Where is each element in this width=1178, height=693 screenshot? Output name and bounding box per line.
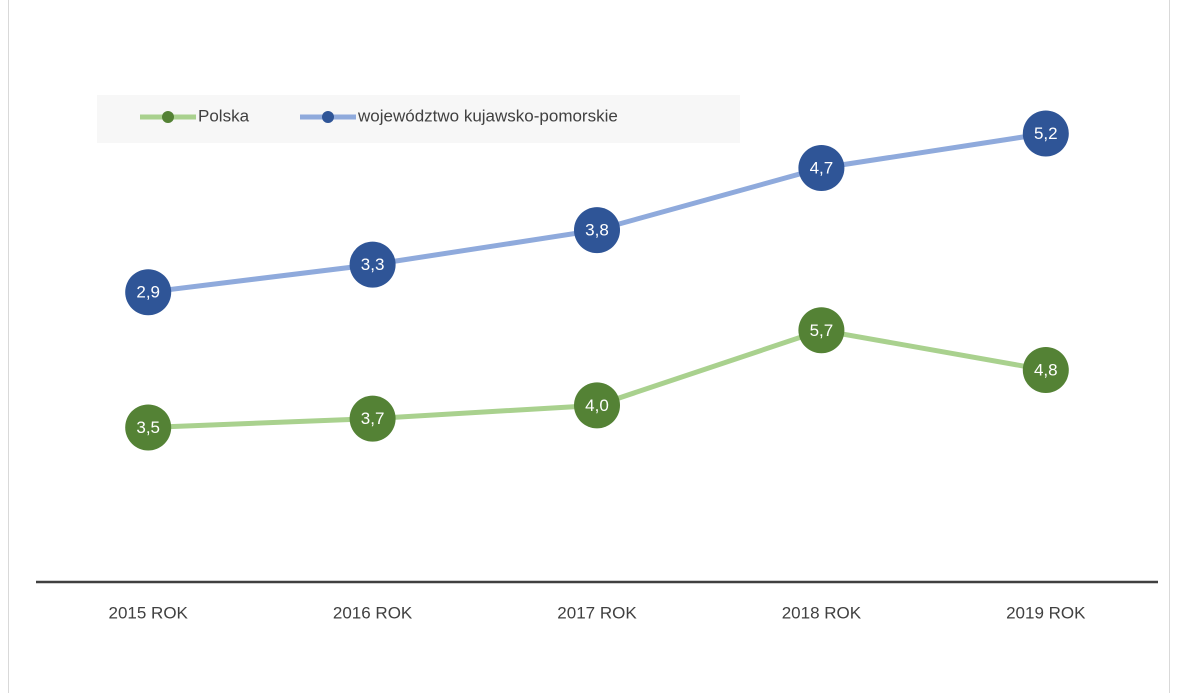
legend-marker <box>322 111 334 123</box>
data-point <box>574 207 620 254</box>
data-label: 3,3 <box>361 255 385 274</box>
data-point <box>1022 347 1069 394</box>
data-point <box>1022 110 1069 157</box>
data-point <box>798 145 845 191</box>
data-label: 4,8 <box>1034 361 1058 380</box>
x-tick-label: 2019 ROK <box>1006 603 1086 622</box>
legend-label: województwo kujawsko-pomorskie <box>357 106 618 125</box>
data-point <box>798 307 845 354</box>
data-label: 3,7 <box>361 409 385 428</box>
x-tick-label: 2016 ROK <box>333 603 413 622</box>
legend-marker <box>162 111 174 123</box>
legend-box <box>97 95 740 143</box>
data-point <box>349 241 396 288</box>
data-point <box>125 269 172 316</box>
data-label: 3,8 <box>585 221 609 240</box>
legend-label: Polska <box>198 106 250 125</box>
data-label: 4,0 <box>585 396 609 415</box>
data-label: 3,5 <box>136 418 160 437</box>
data-point <box>125 404 172 451</box>
data-label: 5,7 <box>810 321 834 340</box>
data-label: 5,2 <box>1034 124 1058 143</box>
data-label: 2,9 <box>136 283 160 302</box>
data-point <box>349 395 396 442</box>
x-tick-label: 2015 ROK <box>109 603 189 622</box>
x-tick-label: 2018 ROK <box>782 603 862 622</box>
data-label: 4,7 <box>810 158 834 177</box>
x-tick-label: 2017 ROK <box>557 603 637 622</box>
data-point <box>574 382 620 429</box>
